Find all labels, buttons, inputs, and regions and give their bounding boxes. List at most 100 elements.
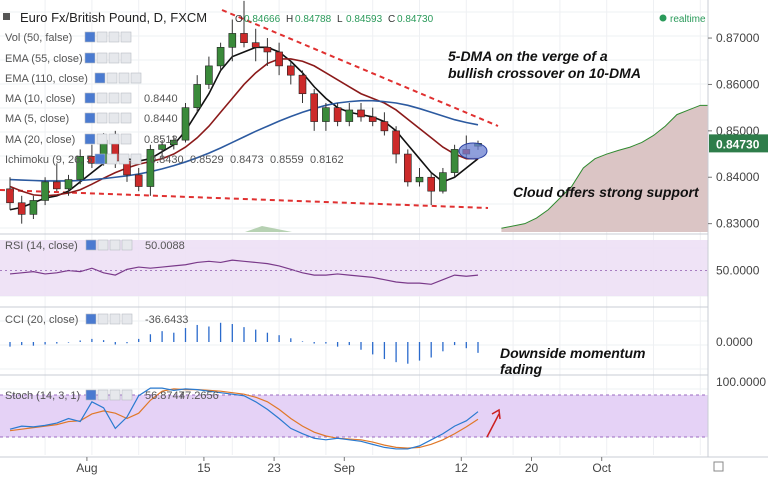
panel-value: 56.8747 (145, 390, 185, 402)
ohlc-key: C (388, 14, 395, 25)
candle-body (64, 179, 73, 190)
candle-body (146, 149, 155, 187)
legend-label: Ichimoku (9, 26, 5… (5, 154, 103, 166)
price-tick-label: 0.83000 (716, 217, 760, 231)
legend-value: 0.8513 (144, 134, 178, 146)
price-tick-label: 0.87000 (716, 31, 760, 45)
candle-body (333, 107, 342, 122)
settings-icon (97, 239, 109, 251)
settings-icon (106, 153, 118, 165)
ohlc-value: 0.84730 (397, 14, 434, 25)
rsi-tick-label: 50.0000 (716, 264, 760, 278)
cloud-sliver (245, 226, 292, 232)
settings-icon (106, 72, 118, 84)
ichimoku-cloud (245, 104, 708, 232)
symbol-title: Euro Fx/British Pound, D, FXCM (20, 10, 207, 25)
time-tick-label: 23 (267, 461, 281, 475)
ohlc-key: O (235, 14, 243, 25)
add-icon (118, 72, 130, 84)
annotation-dma-2: bullish crossover on 10-DMA (448, 65, 641, 81)
cloud-span-a (501, 104, 708, 229)
candle-body (439, 172, 447, 192)
stoch-d-line (9, 388, 479, 449)
moving-averages (9, 46, 479, 211)
legend-value: 0.8430 (150, 154, 184, 166)
trendlines (0, 9, 499, 209)
legend-label: EMA (55, close) (5, 53, 83, 65)
panel-label: Stoch (14, 3, 1) (5, 390, 80, 402)
candle-body (76, 156, 84, 180)
ohlc-key: H (286, 14, 293, 25)
settings-icon (96, 112, 108, 124)
time-tick-label: 12 (455, 461, 469, 475)
time-tick-label: 15 (197, 461, 211, 475)
stoch-tick-label: 100.0000 (716, 375, 766, 389)
add-icon (109, 239, 121, 251)
candle-body (286, 65, 295, 76)
candle-body (228, 33, 237, 48)
line-ma-20- (9, 99, 479, 182)
last-price-label: 0.84730 (716, 137, 760, 151)
candle-body (310, 93, 319, 122)
candle-body (251, 42, 260, 48)
eye-icon (84, 31, 96, 43)
candle-body (357, 109, 365, 118)
settings-icon (97, 313, 109, 325)
time-tick-label: Sep (334, 461, 356, 475)
candles (6, 0, 482, 224)
eye-icon (84, 112, 96, 124)
legend-value: 0.8529 (190, 154, 224, 166)
add-icon (118, 153, 130, 165)
ohlc-key: L (337, 14, 343, 25)
legend-label: MA (20, close) (5, 134, 75, 146)
settings-icon (96, 52, 108, 64)
rsi-line (9, 259, 479, 285)
lower-trendline (0, 189, 489, 209)
cloud-area (501, 105, 708, 232)
panel-label: CCI (20, close) (5, 314, 78, 326)
realtime-label: realtime (670, 14, 706, 25)
collapse-icon (3, 13, 10, 20)
add-icon (108, 133, 120, 145)
annotation-downside-1: Downside momentum (500, 345, 645, 361)
legend-label: MA (10, close) (5, 93, 75, 105)
line-ma-5- (9, 46, 479, 211)
legend-label: MA (5, close) (5, 113, 69, 125)
candle-body (275, 51, 283, 67)
add-icon (108, 92, 120, 104)
upper-trendline (221, 9, 499, 127)
realtime-dot-icon (659, 14, 667, 22)
annotations: 5-DMA on the verge of a bullish crossove… (448, 48, 700, 438)
close-icon (130, 72, 142, 84)
ohlc-values: O 0.84666 H 0.84788 L 0.84593 C 0.84730 (235, 14, 434, 25)
legend-value: 0.8162 (310, 154, 344, 166)
candle-body (345, 109, 354, 122)
eye-icon (84, 52, 96, 64)
eye-icon (85, 239, 97, 251)
eye-icon (84, 133, 96, 145)
candle-body (450, 149, 459, 173)
time-tick-label: Aug (76, 461, 97, 475)
eye-icon (94, 72, 106, 84)
time-tick-label: Oct (592, 461, 611, 475)
time-tick-label: 20 (525, 461, 539, 475)
candle-body (52, 181, 61, 190)
add-icon (109, 389, 121, 401)
ohlc-value: 0.84666 (244, 14, 281, 25)
candle-body (392, 130, 400, 155)
candle-body (298, 74, 307, 95)
candle-body (263, 47, 272, 53)
panel-value: -36.6433 (145, 314, 188, 326)
price-axis-bg (708, 0, 768, 479)
close-icon (120, 112, 132, 124)
add-icon (109, 313, 121, 325)
ohlc-value: 0.84788 (295, 14, 332, 25)
eye-icon (94, 153, 106, 165)
close-icon (120, 92, 132, 104)
candle-body (41, 181, 49, 201)
price-tick-label: 0.84000 (716, 170, 760, 184)
chart-header: Euro Fx/British Pound, D, FXCM O 0.84666 H… (3, 10, 706, 25)
candle-body (216, 47, 225, 67)
eye-icon (84, 92, 96, 104)
candle-body (205, 65, 213, 85)
